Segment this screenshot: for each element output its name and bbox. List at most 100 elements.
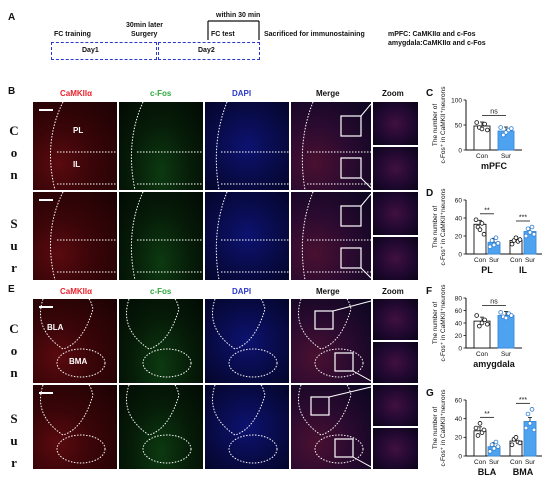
image-e-con-zoom-bma (373, 342, 418, 383)
image-e-sur-cfos (119, 385, 203, 469)
day1-label: Day1 (82, 47, 99, 54)
region-outline (301, 192, 371, 280)
data-point (474, 313, 479, 318)
region-outline (40, 385, 106, 464)
image-b-sur-zoom-pl (373, 192, 418, 235)
y-tick-label: 50 (455, 122, 463, 129)
x-tick-label: Sur (525, 257, 536, 264)
day1-box (51, 42, 157, 60)
data-point (481, 427, 487, 433)
x-tick-label: Sur (501, 153, 512, 160)
y-tick-label: 40 (455, 320, 463, 327)
image-e-con-zoom-bla (373, 299, 418, 340)
y-axis-label-line1: The number of (432, 206, 439, 248)
row-label-con-b: Con (8, 120, 24, 186)
data-point (482, 317, 487, 323)
data-point (473, 425, 479, 431)
channel-label-merge-e: Merge (316, 287, 340, 296)
timeline-amygdala-line: amygdala:CaMKIIα and c-Fos (388, 40, 486, 47)
data-point (477, 227, 483, 232)
y-tick-label: 0 (458, 345, 462, 352)
data-point (489, 238, 495, 243)
significance-label: ** (484, 411, 490, 418)
data-point (474, 120, 479, 125)
row-label-text: Sur (10, 411, 18, 470)
y-tick-label: 20 (455, 233, 463, 240)
x-tick-label: Sur (489, 459, 500, 466)
data-point (479, 126, 485, 132)
region-outline (212, 299, 278, 378)
group-label: IL (519, 265, 528, 275)
y-tick-label: 40 (455, 215, 463, 222)
scale-bar (39, 392, 53, 394)
data-point (513, 235, 519, 241)
y-tick-label: 0 (458, 251, 462, 258)
image-b-con-cfos (119, 102, 203, 190)
region-outline (40, 299, 106, 378)
x-tick-label: Con (510, 257, 522, 264)
timeline-surgery-line2: Surgery (131, 31, 158, 38)
x-tick-label: Sur (489, 257, 500, 264)
region-outline (212, 385, 278, 464)
image-e-sur-zoom-bla (373, 385, 418, 426)
region-label-il: IL (73, 160, 81, 169)
y-axis-label-line1: The number of (432, 104, 439, 146)
significance-label: *** (519, 215, 527, 222)
data-point (531, 427, 537, 433)
y-tick-label: 0 (458, 453, 462, 460)
data-point (529, 407, 535, 412)
image-e-con-dapi (205, 299, 289, 383)
y-tick-label: 20 (455, 333, 463, 340)
data-point (517, 237, 523, 242)
bar-sur (497, 315, 515, 349)
data-point (493, 235, 499, 241)
data-point (491, 242, 497, 248)
image-b-sur-dapi (205, 192, 289, 280)
image-b-con-merge (291, 102, 371, 190)
channel-label-cfos-b: c-Fos (150, 89, 172, 98)
region-outline (50, 192, 117, 280)
x-tick-label: Con (474, 459, 486, 466)
y-axis-label-line1: The number of (432, 407, 439, 449)
y-tick-label: 60 (455, 308, 463, 315)
data-point (485, 127, 490, 133)
x-axis-label: amygdala (473, 359, 516, 369)
panel-label-c: C (426, 88, 434, 99)
image-b-con-camk: PL IL (33, 102, 117, 190)
channel-label-merge-b: Merge (316, 89, 340, 98)
y-tick-label: 60 (455, 197, 463, 204)
image-e-sur-zoom-bma (373, 428, 418, 469)
timeline-bracket (207, 20, 260, 40)
timeline-mpfc-line: mPFC: CaMKIIα and c-Fos (388, 31, 476, 38)
data-point (495, 240, 501, 246)
row-label-text: Con (9, 321, 19, 380)
data-point (487, 449, 493, 454)
data-point (503, 315, 509, 321)
data-point (523, 425, 529, 431)
data-point (479, 221, 485, 226)
data-point (481, 231, 487, 237)
group-label: BMA (513, 467, 534, 477)
data-point (493, 439, 499, 445)
region-outline (298, 385, 371, 468)
data-point (477, 421, 483, 426)
data-point (513, 435, 519, 440)
channel-label-dapi-b: DAPI (232, 89, 252, 98)
data-point (527, 421, 533, 426)
chart-g: The number of c-Fos⁺ in CaMKII⁺neurons 0 20… (432, 389, 542, 477)
data-point (525, 411, 531, 417)
data-point (498, 125, 503, 130)
y-axis-label-line2: c-Fos⁺ in CaMKII⁺neurons (440, 188, 447, 266)
data-point (509, 241, 515, 247)
timeline-within-30-min: within 30 min (216, 12, 261, 19)
data-point (479, 320, 485, 326)
data-point (525, 226, 531, 232)
significance-label: ns (490, 298, 498, 305)
day2-label: Day2 (198, 47, 215, 54)
row-label-sur-e: Sur (8, 408, 24, 474)
region-outline (298, 299, 371, 382)
image-b-sur-cfos (119, 192, 203, 280)
chart-d: The number of c-Fos⁺ in CaMKII⁺neurons 0 20… (432, 188, 542, 275)
channel-label-zoom-b: Zoom (382, 89, 404, 98)
image-b-con-zoom-pl (373, 102, 418, 145)
